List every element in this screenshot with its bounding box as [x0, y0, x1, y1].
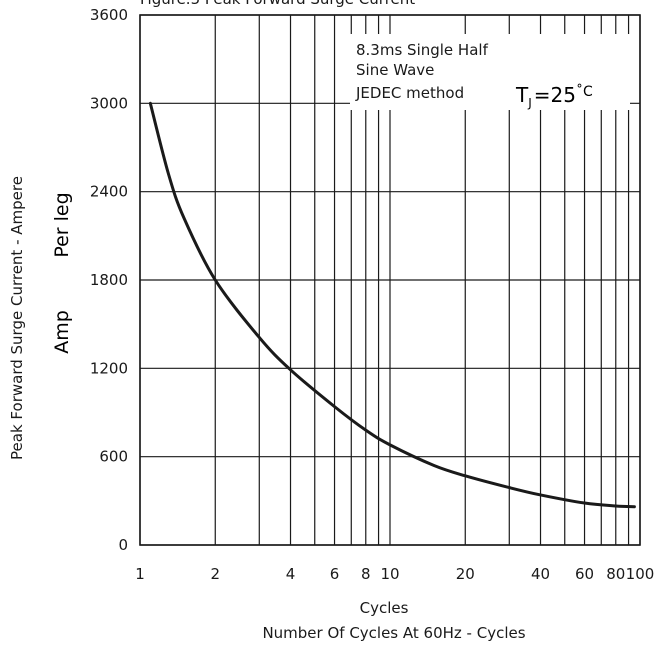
x-tick-label: 6 — [330, 565, 340, 583]
y-tick-label: 600 — [99, 448, 128, 466]
x-tick-label: 10 — [380, 565, 399, 583]
y-axis-label-3: Per leg — [51, 192, 73, 257]
curve-layer — [148, 101, 636, 509]
y-axis-label-2: Amp — [51, 310, 73, 354]
x-tick-label: 8 — [361, 565, 371, 583]
x-tick-label: 1 — [135, 565, 145, 583]
chart-title: Figure.5 Peak Forward Surge Current — [140, 0, 415, 8]
plot-area — [139, 14, 641, 546]
tj-symbol: T — [515, 83, 529, 107]
x-axis-label-1: Cycles — [360, 599, 409, 617]
x-tick-label: 100 — [626, 565, 655, 583]
x-axis-label-2: Number Of Cycles At 60Hz - Cycles — [262, 624, 525, 642]
y-tick-label: 1200 — [90, 359, 128, 377]
x-tick-label: 60 — [575, 565, 594, 583]
tj-subscript: J — [527, 96, 532, 110]
y-tick-label: 2400 — [90, 183, 128, 201]
y-tick-label: 0 — [118, 536, 128, 554]
tj-unit: ˚C — [576, 83, 593, 100]
y-tick-label: 3600 — [90, 6, 128, 24]
x-tick-label: 40 — [531, 565, 550, 583]
x-tick-label: 80 — [606, 565, 625, 583]
tick-labels: 1 2 4 6 8 10 20 40 60 80 100 0 600 1200 1800 2400 3000 36… — [90, 6, 655, 583]
annotation-background — [350, 34, 630, 110]
x-tick-label: 2 — [210, 565, 220, 583]
annotation-line-2: Sine Wave — [356, 61, 434, 79]
x-tick-label: 20 — [456, 565, 475, 583]
tj-annotation: TJ =25˚C — [515, 83, 593, 110]
annotation: 8.3ms Single Half Sine Wave JEDEC method… — [350, 34, 630, 110]
y-tick-label: 3000 — [90, 94, 128, 112]
tj-value: =25 — [534, 83, 576, 107]
y-tick-label: 1800 — [90, 271, 128, 289]
y-axis-label-1: Peak Forward Surge Current - Ampere — [8, 176, 26, 460]
surge-current-curve — [148, 101, 636, 509]
x-tick-label: 4 — [286, 565, 296, 583]
annotation-line-1: 8.3ms Single Half — [356, 41, 489, 59]
annotation-line-3: JEDEC method — [355, 84, 464, 102]
